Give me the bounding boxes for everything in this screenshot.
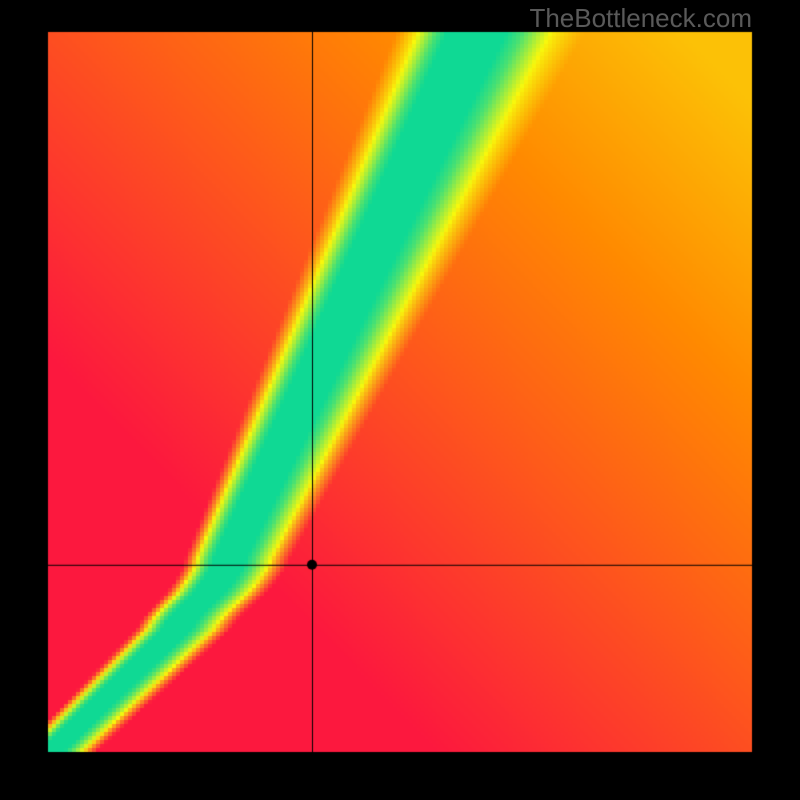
bottleneck-heatmap	[0, 0, 800, 800]
watermark-text: TheBottleneck.com	[529, 3, 752, 34]
